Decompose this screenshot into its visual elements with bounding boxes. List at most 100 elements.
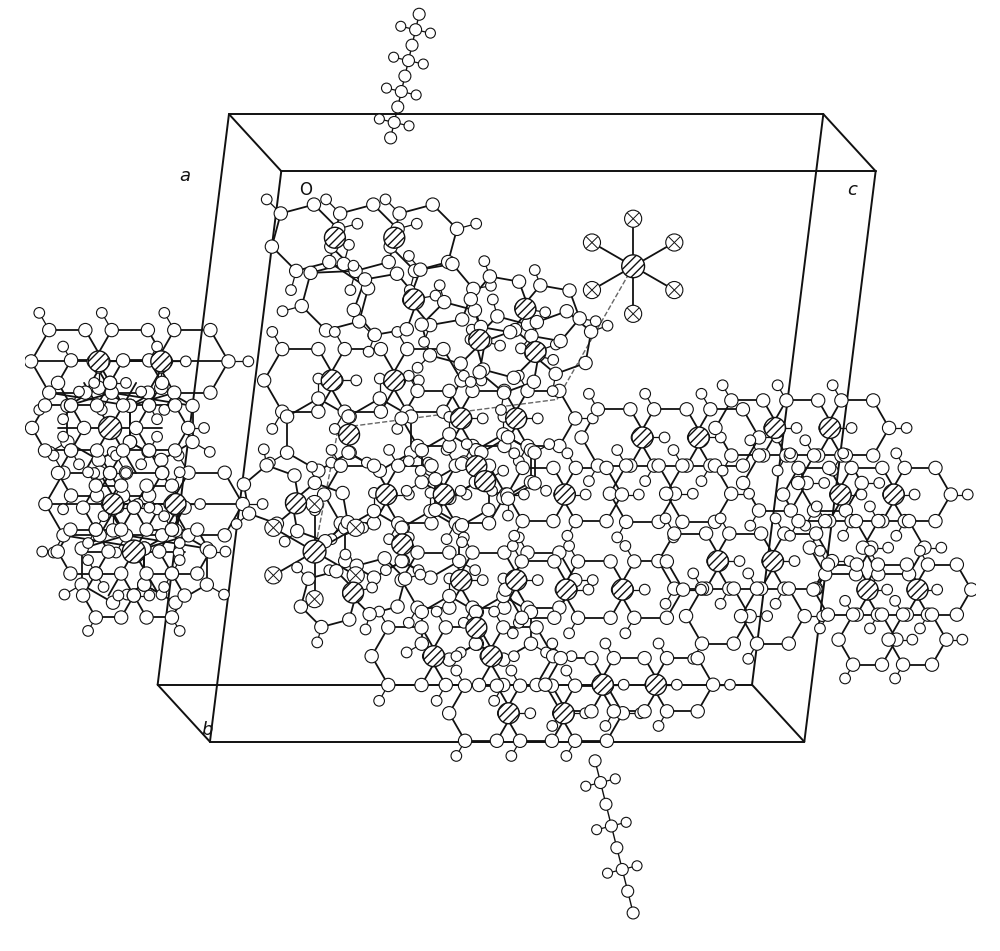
Circle shape xyxy=(503,325,517,339)
Circle shape xyxy=(471,219,482,229)
Circle shape xyxy=(482,503,495,516)
Circle shape xyxy=(89,611,102,624)
Circle shape xyxy=(527,375,541,388)
Circle shape xyxy=(127,501,141,514)
Circle shape xyxy=(378,552,391,565)
Circle shape xyxy=(319,323,333,337)
Circle shape xyxy=(616,707,629,720)
Circle shape xyxy=(34,404,45,416)
Circle shape xyxy=(583,584,594,595)
Circle shape xyxy=(715,598,726,609)
Circle shape xyxy=(562,448,573,458)
Circle shape xyxy=(138,578,151,592)
Circle shape xyxy=(466,601,479,614)
Circle shape xyxy=(784,504,797,517)
Circle shape xyxy=(156,362,167,373)
Circle shape xyxy=(523,302,536,316)
Circle shape xyxy=(925,658,939,671)
Circle shape xyxy=(811,501,822,512)
Circle shape xyxy=(76,589,90,602)
Circle shape xyxy=(186,399,199,413)
Circle shape xyxy=(736,402,750,416)
Circle shape xyxy=(521,318,535,331)
Circle shape xyxy=(750,582,764,595)
Circle shape xyxy=(481,646,502,667)
Circle shape xyxy=(660,487,673,500)
Circle shape xyxy=(340,549,351,560)
Circle shape xyxy=(98,582,109,592)
Circle shape xyxy=(415,465,426,476)
Circle shape xyxy=(907,634,918,645)
Circle shape xyxy=(96,307,107,319)
Circle shape xyxy=(174,497,187,511)
Circle shape xyxy=(174,467,185,477)
Circle shape xyxy=(562,488,575,501)
Circle shape xyxy=(411,601,424,614)
Circle shape xyxy=(293,498,306,512)
Circle shape xyxy=(434,280,445,291)
Circle shape xyxy=(571,554,585,568)
Circle shape xyxy=(624,459,637,473)
Circle shape xyxy=(835,394,848,407)
Circle shape xyxy=(352,219,363,229)
Circle shape xyxy=(79,323,92,337)
Circle shape xyxy=(660,705,674,718)
Circle shape xyxy=(458,734,472,747)
Circle shape xyxy=(515,301,528,315)
Circle shape xyxy=(819,421,832,435)
Circle shape xyxy=(451,750,462,761)
Circle shape xyxy=(89,378,100,388)
Circle shape xyxy=(468,332,482,345)
Circle shape xyxy=(342,446,355,459)
Circle shape xyxy=(390,267,404,281)
Circle shape xyxy=(600,514,613,528)
Circle shape xyxy=(424,319,437,332)
Circle shape xyxy=(571,611,585,625)
Circle shape xyxy=(495,340,505,351)
Circle shape xyxy=(547,650,560,663)
Circle shape xyxy=(108,505,118,515)
Circle shape xyxy=(451,408,472,429)
Circle shape xyxy=(101,497,115,511)
Circle shape xyxy=(688,489,698,499)
Circle shape xyxy=(815,546,825,556)
Circle shape xyxy=(501,492,515,505)
Circle shape xyxy=(336,486,349,499)
Circle shape xyxy=(401,405,414,418)
Circle shape xyxy=(165,567,179,580)
Circle shape xyxy=(413,9,425,20)
Circle shape xyxy=(423,650,436,663)
Circle shape xyxy=(59,590,70,600)
Circle shape xyxy=(111,497,124,511)
Circle shape xyxy=(475,471,496,492)
Circle shape xyxy=(872,568,885,581)
Circle shape xyxy=(58,341,68,352)
Circle shape xyxy=(191,567,204,580)
Circle shape xyxy=(883,488,896,501)
Circle shape xyxy=(553,601,566,614)
Circle shape xyxy=(276,405,289,418)
Circle shape xyxy=(343,410,356,423)
Circle shape xyxy=(152,341,162,352)
Circle shape xyxy=(469,476,483,489)
Circle shape xyxy=(419,337,429,347)
Circle shape xyxy=(115,611,128,624)
Circle shape xyxy=(97,355,110,368)
Circle shape xyxy=(115,567,128,580)
Circle shape xyxy=(25,421,39,435)
Circle shape xyxy=(107,447,118,457)
Circle shape xyxy=(218,466,231,479)
Circle shape xyxy=(530,678,543,691)
Circle shape xyxy=(785,448,795,458)
Circle shape xyxy=(457,536,467,548)
Circle shape xyxy=(867,394,880,407)
Circle shape xyxy=(424,571,437,584)
Circle shape xyxy=(544,438,555,450)
Circle shape xyxy=(312,405,325,418)
Circle shape xyxy=(709,421,722,435)
Circle shape xyxy=(374,374,385,384)
Circle shape xyxy=(611,583,625,596)
Circle shape xyxy=(25,355,38,368)
Circle shape xyxy=(140,611,153,624)
Circle shape xyxy=(514,412,527,425)
